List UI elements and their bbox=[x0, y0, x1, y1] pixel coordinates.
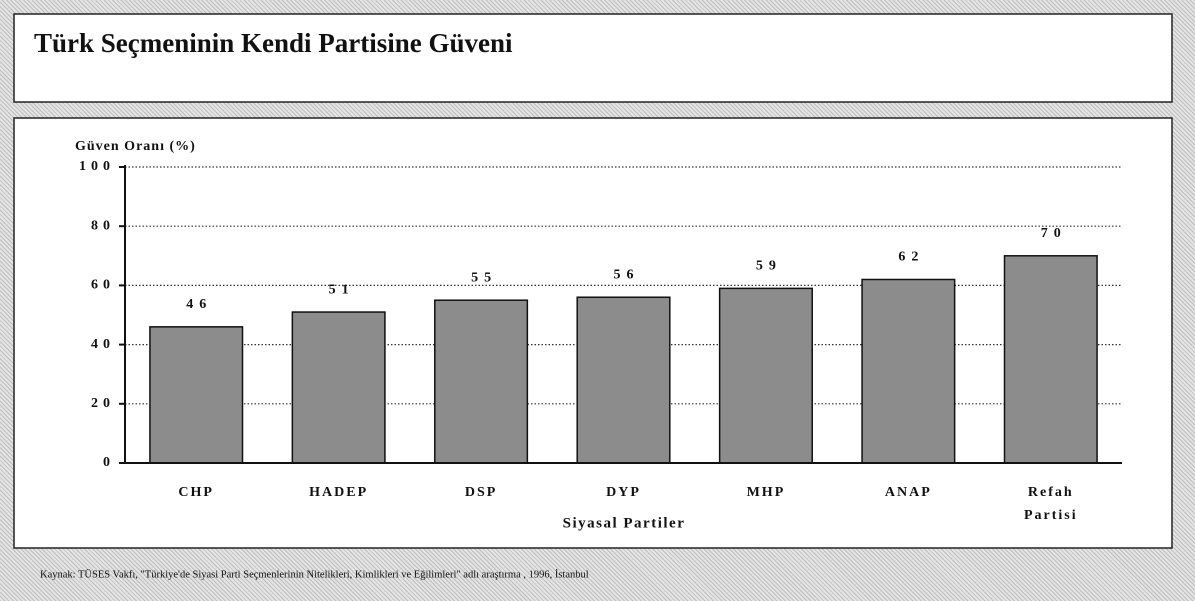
bar bbox=[576, 296, 671, 464]
y-tick-label: 0 bbox=[103, 455, 115, 470]
data-label: 56 bbox=[614, 267, 640, 282]
data-label: 70 bbox=[1041, 226, 1067, 241]
x-tick-label: HADEP bbox=[309, 485, 368, 500]
data-label: 55 bbox=[471, 270, 497, 285]
bar bbox=[149, 326, 244, 464]
y-axis-label: Güven Oranı (%) bbox=[75, 139, 196, 154]
x-tick-label: DYP bbox=[606, 485, 641, 500]
y-tick-label: 100 bbox=[79, 159, 115, 174]
x-tick-label: ANAP bbox=[885, 485, 932, 500]
bar bbox=[291, 311, 386, 464]
bar bbox=[434, 299, 529, 464]
x-tick-label: DSP bbox=[465, 485, 497, 500]
data-label: 51 bbox=[329, 282, 355, 297]
data-label: 59 bbox=[756, 259, 782, 274]
bar bbox=[1003, 255, 1098, 464]
x-tick-label: Refah Partisi bbox=[1024, 485, 1078, 523]
y-tick-label: 40 bbox=[91, 337, 115, 352]
title-box bbox=[13, 13, 1173, 103]
y-tick-label: 80 bbox=[91, 218, 115, 233]
chart-title: Türk Seçmeninin Kendi Partisine Güveni bbox=[34, 28, 513, 58]
y-tick-label: 20 bbox=[91, 396, 115, 411]
data-label: 46 bbox=[186, 297, 212, 312]
bar bbox=[718, 287, 813, 464]
x-tick-label: CHP bbox=[178, 485, 214, 500]
x-tick-label: MHP bbox=[747, 485, 786, 500]
y-tick-label: 60 bbox=[91, 278, 115, 293]
x-axis-label: Siyasal Partiler bbox=[563, 515, 686, 531]
source-note: Kaynak: TÜSES Vakfı, "Türkiye'de Siyasi … bbox=[40, 568, 589, 580]
bar bbox=[861, 278, 956, 464]
data-label: 62 bbox=[898, 250, 924, 265]
